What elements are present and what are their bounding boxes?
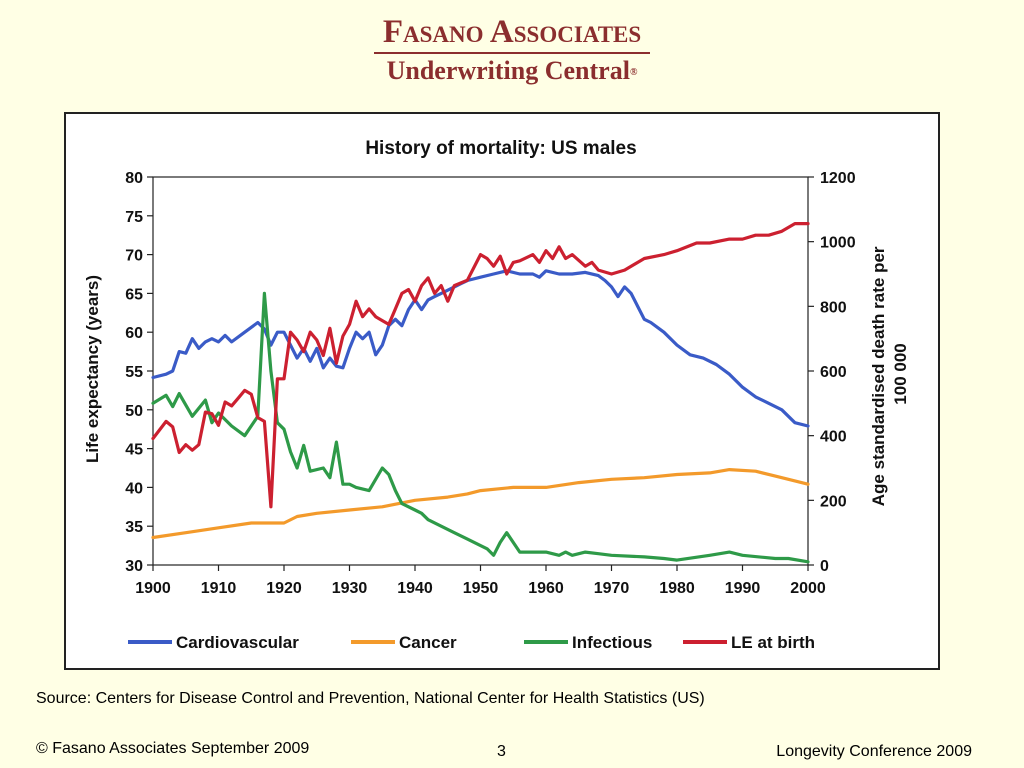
chart-frame: History of mortality: US males 30 35 40 45 5…: [64, 112, 940, 670]
y-right-tick-label: 600: [820, 364, 847, 381]
x-tick-label: 2000: [790, 580, 826, 597]
y-right-tick-label: 400: [820, 429, 847, 446]
x-tick-label: 1900: [135, 580, 171, 597]
chart-title: History of mortality: US males: [365, 138, 636, 159]
brand-divider: [374, 52, 650, 54]
svg-text:Age standardised death rate pe: Age standardised death rate per 100 000: [869, 242, 910, 507]
y-left-tick-label: 30: [125, 558, 143, 575]
mortality-chart: History of mortality: US males 30 35 40 45 5…: [83, 138, 910, 652]
y-left-tick-label: 45: [125, 442, 143, 459]
y-right-tick-label: 800: [820, 299, 847, 316]
y-left-tick-label: 35: [125, 519, 143, 536]
series-line-cardiovascular: [151, 269, 810, 428]
legend-label-infectious: Infectious: [572, 633, 652, 652]
x-tick-label: 1970: [594, 580, 630, 597]
series-line-le-at-birth: [151, 222, 810, 509]
x-tick-label: 1980: [659, 580, 695, 597]
y-right-tick-label: 1000: [820, 235, 856, 252]
brand-subtitle: Underwriting Central®: [0, 57, 1024, 85]
x-tick-label: 1910: [201, 580, 237, 597]
y-left-tick-label: 40: [125, 480, 143, 497]
legend-label-cancer: Cancer: [399, 633, 457, 652]
brand-logo: Fasano Associates Underwriting Central®: [0, 14, 1024, 85]
y-axis-right-label: Age standardised death rate per 100 000: [869, 242, 910, 507]
y-axis-right-label-line1: Age standardised death rate per: [869, 246, 888, 506]
plot-area: 3035404550556065707580020040060080010001…: [125, 170, 855, 597]
footer-copyright: © Fasano Associates September 2009: [36, 740, 310, 757]
legend: Cardiovascular Cancer Infectious LE at birt…: [128, 633, 815, 652]
page-number: 3: [497, 743, 506, 760]
plot-border: [152, 176, 809, 566]
y-left-tick-label: 60: [125, 325, 143, 342]
y-axis-left-label: Life expectancy (years): [83, 275, 102, 463]
brand-name: Fasano Associates: [382, 14, 642, 50]
y-right-tick-label: 1200: [820, 170, 856, 187]
source-note: Source: Centers for Disease Control and …: [36, 690, 705, 707]
x-tick-label: 1960: [528, 580, 564, 597]
series-line-infectious: [151, 291, 810, 564]
registered-mark: ®: [629, 67, 638, 78]
x-tick-label: 1950: [463, 580, 499, 597]
y-right-tick-label: 0: [820, 558, 829, 575]
y-left-tick-label: 65: [125, 286, 143, 303]
footer-event: Longevity Conference 2009: [776, 743, 972, 760]
x-tick-label: 1930: [332, 580, 368, 597]
series-line-cancer: [151, 468, 810, 540]
y-left-tick-label: 55: [125, 364, 143, 381]
x-tick-label: 1990: [725, 580, 761, 597]
x-tick-label: 1940: [397, 580, 433, 597]
y-left-tick-label: 75: [125, 209, 143, 226]
x-tick-label: 1920: [266, 580, 302, 597]
legend-label-le-at-birth: LE at birth: [731, 633, 815, 652]
y-right-tick-label: 200: [820, 493, 847, 510]
y-left-tick-label: 80: [125, 170, 143, 187]
y-left-tick-label: 50: [125, 403, 143, 420]
y-left-tick-label: 70: [125, 248, 143, 265]
y-axis-right-label-line2: 100 000: [891, 343, 910, 404]
legend-label-cardiovascular: Cardiovascular: [176, 633, 299, 652]
brand-subtitle-text: Underwriting Central: [386, 56, 630, 85]
